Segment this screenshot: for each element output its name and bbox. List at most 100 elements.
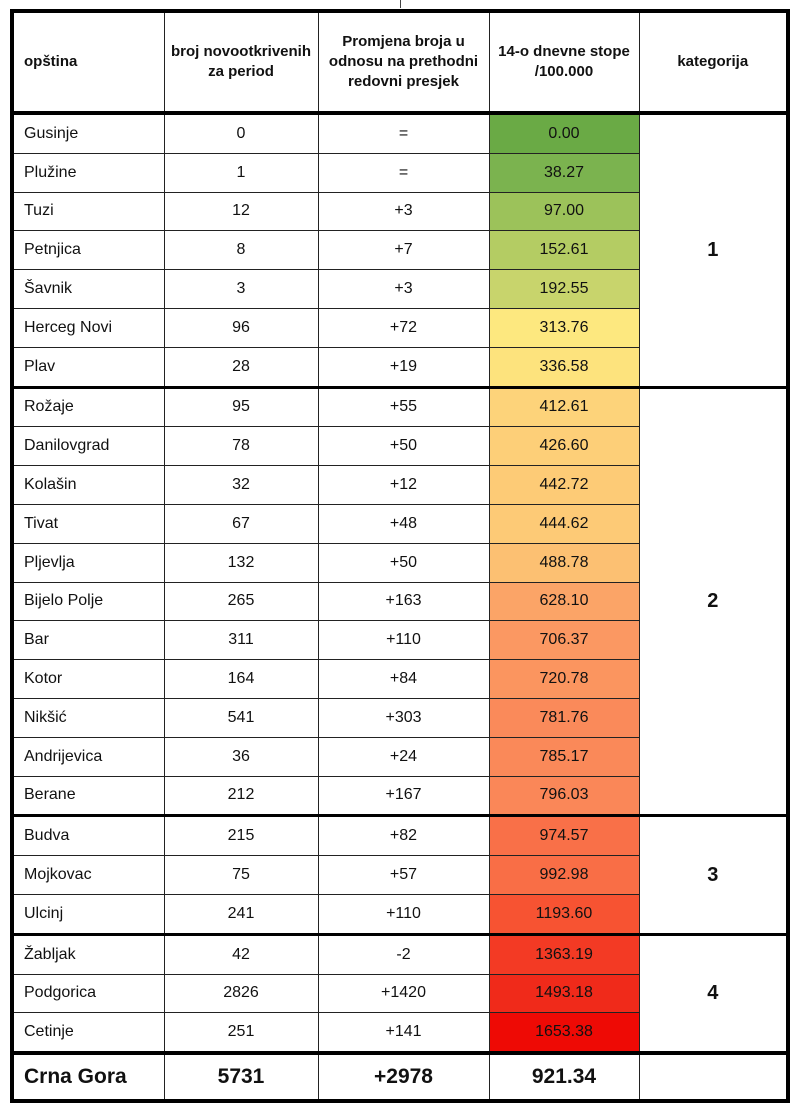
change-cell: +84: [317, 659, 490, 699]
change-cell: +50: [317, 542, 490, 583]
rate-cell: 1493.18: [488, 973, 640, 1014]
table-row: Pljevlja 132 +50 488.78: [11, 542, 788, 583]
total-cases: 5731: [163, 1051, 319, 1102]
rate-cell: 974.57: [488, 815, 640, 857]
new-cases-cell: 541: [163, 697, 319, 738]
municipality-cell: Mojkovac: [11, 855, 165, 895]
new-cases-cell: 212: [163, 775, 319, 818]
change-cell: +1420: [317, 973, 490, 1014]
municipality-cell: Plužine: [11, 152, 165, 193]
table-row: Ulcinj 241 +110 1193.60: [11, 893, 788, 936]
new-cases-cell: 36: [163, 736, 319, 777]
rate-cell: 313.76: [488, 307, 640, 348]
rate-cell: 426.60: [488, 426, 640, 467]
table-row: Rožaje 95 +55 412.61 2: [11, 386, 789, 818]
table-row: Tivat 67 +48 444.62: [11, 503, 788, 544]
header-change: Promjena broja u odnosu na prethodni red…: [317, 10, 490, 115]
category-cell: 3: [638, 815, 789, 936]
municipality-cell: Rožaje: [11, 386, 165, 428]
table-row: Plav 28 +19 336.58: [11, 346, 788, 389]
table-row: Petnjica 8 +7 152.61: [11, 230, 788, 271]
change-cell: +110: [317, 620, 490, 661]
municipality-cell: Gusinje: [11, 112, 165, 154]
change-cell: +55: [317, 386, 490, 428]
table-row: Bijelo Polje 265 +163 628.10: [11, 581, 788, 622]
change-cell: =: [317, 152, 490, 193]
rate-cell: 97.00: [488, 191, 640, 232]
new-cases-cell: 78: [163, 426, 319, 467]
municipality-cell: Nikšić: [11, 697, 165, 738]
new-cases-cell: 265: [163, 581, 319, 622]
covid-rate-table: opština broj novootkrivenih za period Pr…: [10, 9, 790, 1104]
new-cases-cell: 164: [163, 659, 319, 699]
rate-cell: 488.78: [488, 542, 640, 583]
rate-cell: 412.61: [488, 386, 640, 428]
new-cases-cell: 96: [163, 307, 319, 348]
category-cell: 2: [638, 386, 789, 818]
municipality-cell: Cetinje: [11, 1012, 165, 1055]
municipality-cell: Kotor: [11, 659, 165, 699]
new-cases-cell: 251: [163, 1012, 319, 1055]
rate-cell: 796.03: [488, 775, 640, 818]
change-cell: +82: [317, 815, 490, 857]
new-cases-cell: 1: [163, 152, 319, 193]
municipality-cell: Bar: [11, 620, 165, 661]
new-cases-cell: 3: [163, 269, 319, 309]
new-cases-cell: 32: [163, 465, 319, 505]
municipality-cell: Budva: [11, 815, 165, 857]
new-cases-cell: 2826: [163, 973, 319, 1014]
rate-cell: 1653.38: [488, 1012, 640, 1055]
table-row: Kolašin 32 +12 442.72: [11, 465, 788, 505]
new-cases-cell: 42: [163, 933, 319, 975]
change-cell: +3: [317, 269, 490, 309]
table-row: Tuzi 12 +3 97.00: [11, 191, 788, 232]
header-category: kategorija: [638, 10, 789, 115]
municipality-cell: Žabljak: [11, 933, 165, 975]
municipality-cell: Pljevlja: [11, 542, 165, 583]
table-row: Podgorica 2826 +1420 1493.18: [11, 973, 788, 1014]
rate-cell: 785.17: [488, 736, 640, 777]
change-cell: +12: [317, 465, 490, 505]
new-cases-cell: 0: [163, 112, 319, 154]
change-cell: +163: [317, 581, 490, 622]
municipality-cell: Podgorica: [11, 973, 165, 1014]
new-cases-cell: 241: [163, 893, 319, 936]
change-cell: +3: [317, 191, 490, 232]
change-cell: +110: [317, 893, 490, 936]
header-municipality: opština: [11, 10, 165, 115]
municipality-cell: Tivat: [11, 503, 165, 544]
total-category: [638, 1051, 789, 1102]
total-rate: 921.34: [488, 1051, 640, 1102]
rate-cell: 192.55: [488, 269, 640, 309]
new-cases-cell: 132: [163, 542, 319, 583]
rate-cell: 992.98: [488, 855, 640, 895]
change-cell: +303: [317, 697, 490, 738]
rate-cell: 720.78: [488, 659, 640, 699]
category-cell: 1: [638, 112, 789, 389]
category-cell: 4: [638, 933, 789, 1055]
municipality-cell: Petnjica: [11, 230, 165, 271]
change-cell: +57: [317, 855, 490, 895]
new-cases-cell: 75: [163, 855, 319, 895]
table-row: Šavnik 3 +3 192.55: [11, 269, 788, 309]
change-cell: =: [317, 112, 490, 154]
table-row: Budva 215 +82 974.57 3: [11, 815, 789, 936]
rate-cell: 706.37: [488, 620, 640, 661]
new-cases-cell: 28: [163, 346, 319, 389]
change-cell: +48: [317, 503, 490, 544]
municipality-cell: Šavnik: [11, 269, 165, 309]
new-cases-cell: 67: [163, 503, 319, 544]
new-cases-cell: 311: [163, 620, 319, 661]
header-rate: 14-o dnevne stope /100.000: [488, 10, 640, 115]
table-row: Andrijevica 36 +24 785.17: [11, 736, 788, 777]
header-row: opština broj novootkrivenih za period Pr…: [11, 10, 789, 115]
rate-cell: 628.10: [488, 581, 640, 622]
change-cell: +7: [317, 230, 490, 271]
table-row: Žabljak 42 -2 1363.19 4: [11, 933, 789, 1055]
table-row: Cetinje 251 +141 1653.38: [11, 1012, 788, 1055]
municipality-cell: Herceg Novi: [11, 307, 165, 348]
table-row: Mojkovac 75 +57 992.98: [11, 855, 788, 895]
new-cases-cell: 12: [163, 191, 319, 232]
table-row: Plužine 1 = 38.27: [11, 152, 788, 193]
municipality-cell: Berane: [11, 775, 165, 818]
